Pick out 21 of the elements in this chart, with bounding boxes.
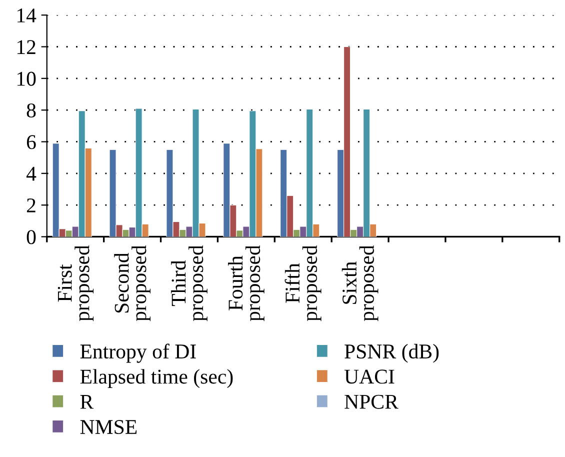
legend-label: R [80, 395, 94, 409]
legend-label: NPCR [344, 394, 398, 409]
legend-label: UACI [344, 370, 394, 384]
y-tick-label: 2 [26, 198, 36, 212]
y-tick-label: 14 [17, 8, 36, 22]
x-tick-label: Fifth proposed [284, 245, 322, 322]
legend-label: NMSE [80, 420, 137, 434]
x-tick-label: First proposed [58, 245, 94, 322]
y-tick-label: 8 [26, 103, 36, 118]
y-tick-label: 10 [17, 72, 36, 86]
x-tick-label: Fourth proposed [228, 245, 264, 322]
y-tick-label: 12 [17, 40, 36, 54]
legend-label: Elapsed time (sec) [80, 369, 233, 388]
y-tick-label: 4 [26, 166, 36, 181]
y-tick-label: 6 [26, 135, 36, 150]
legend-label: PSNR (dB) [344, 344, 439, 363]
x-tick-label: Sixth proposed [342, 245, 378, 322]
x-tick-label: Second proposed [114, 245, 150, 322]
y-tick-label: 0 [26, 230, 36, 244]
legend-label: Entropy of DI [80, 344, 196, 363]
x-tick-label: Third proposed [171, 245, 208, 322]
